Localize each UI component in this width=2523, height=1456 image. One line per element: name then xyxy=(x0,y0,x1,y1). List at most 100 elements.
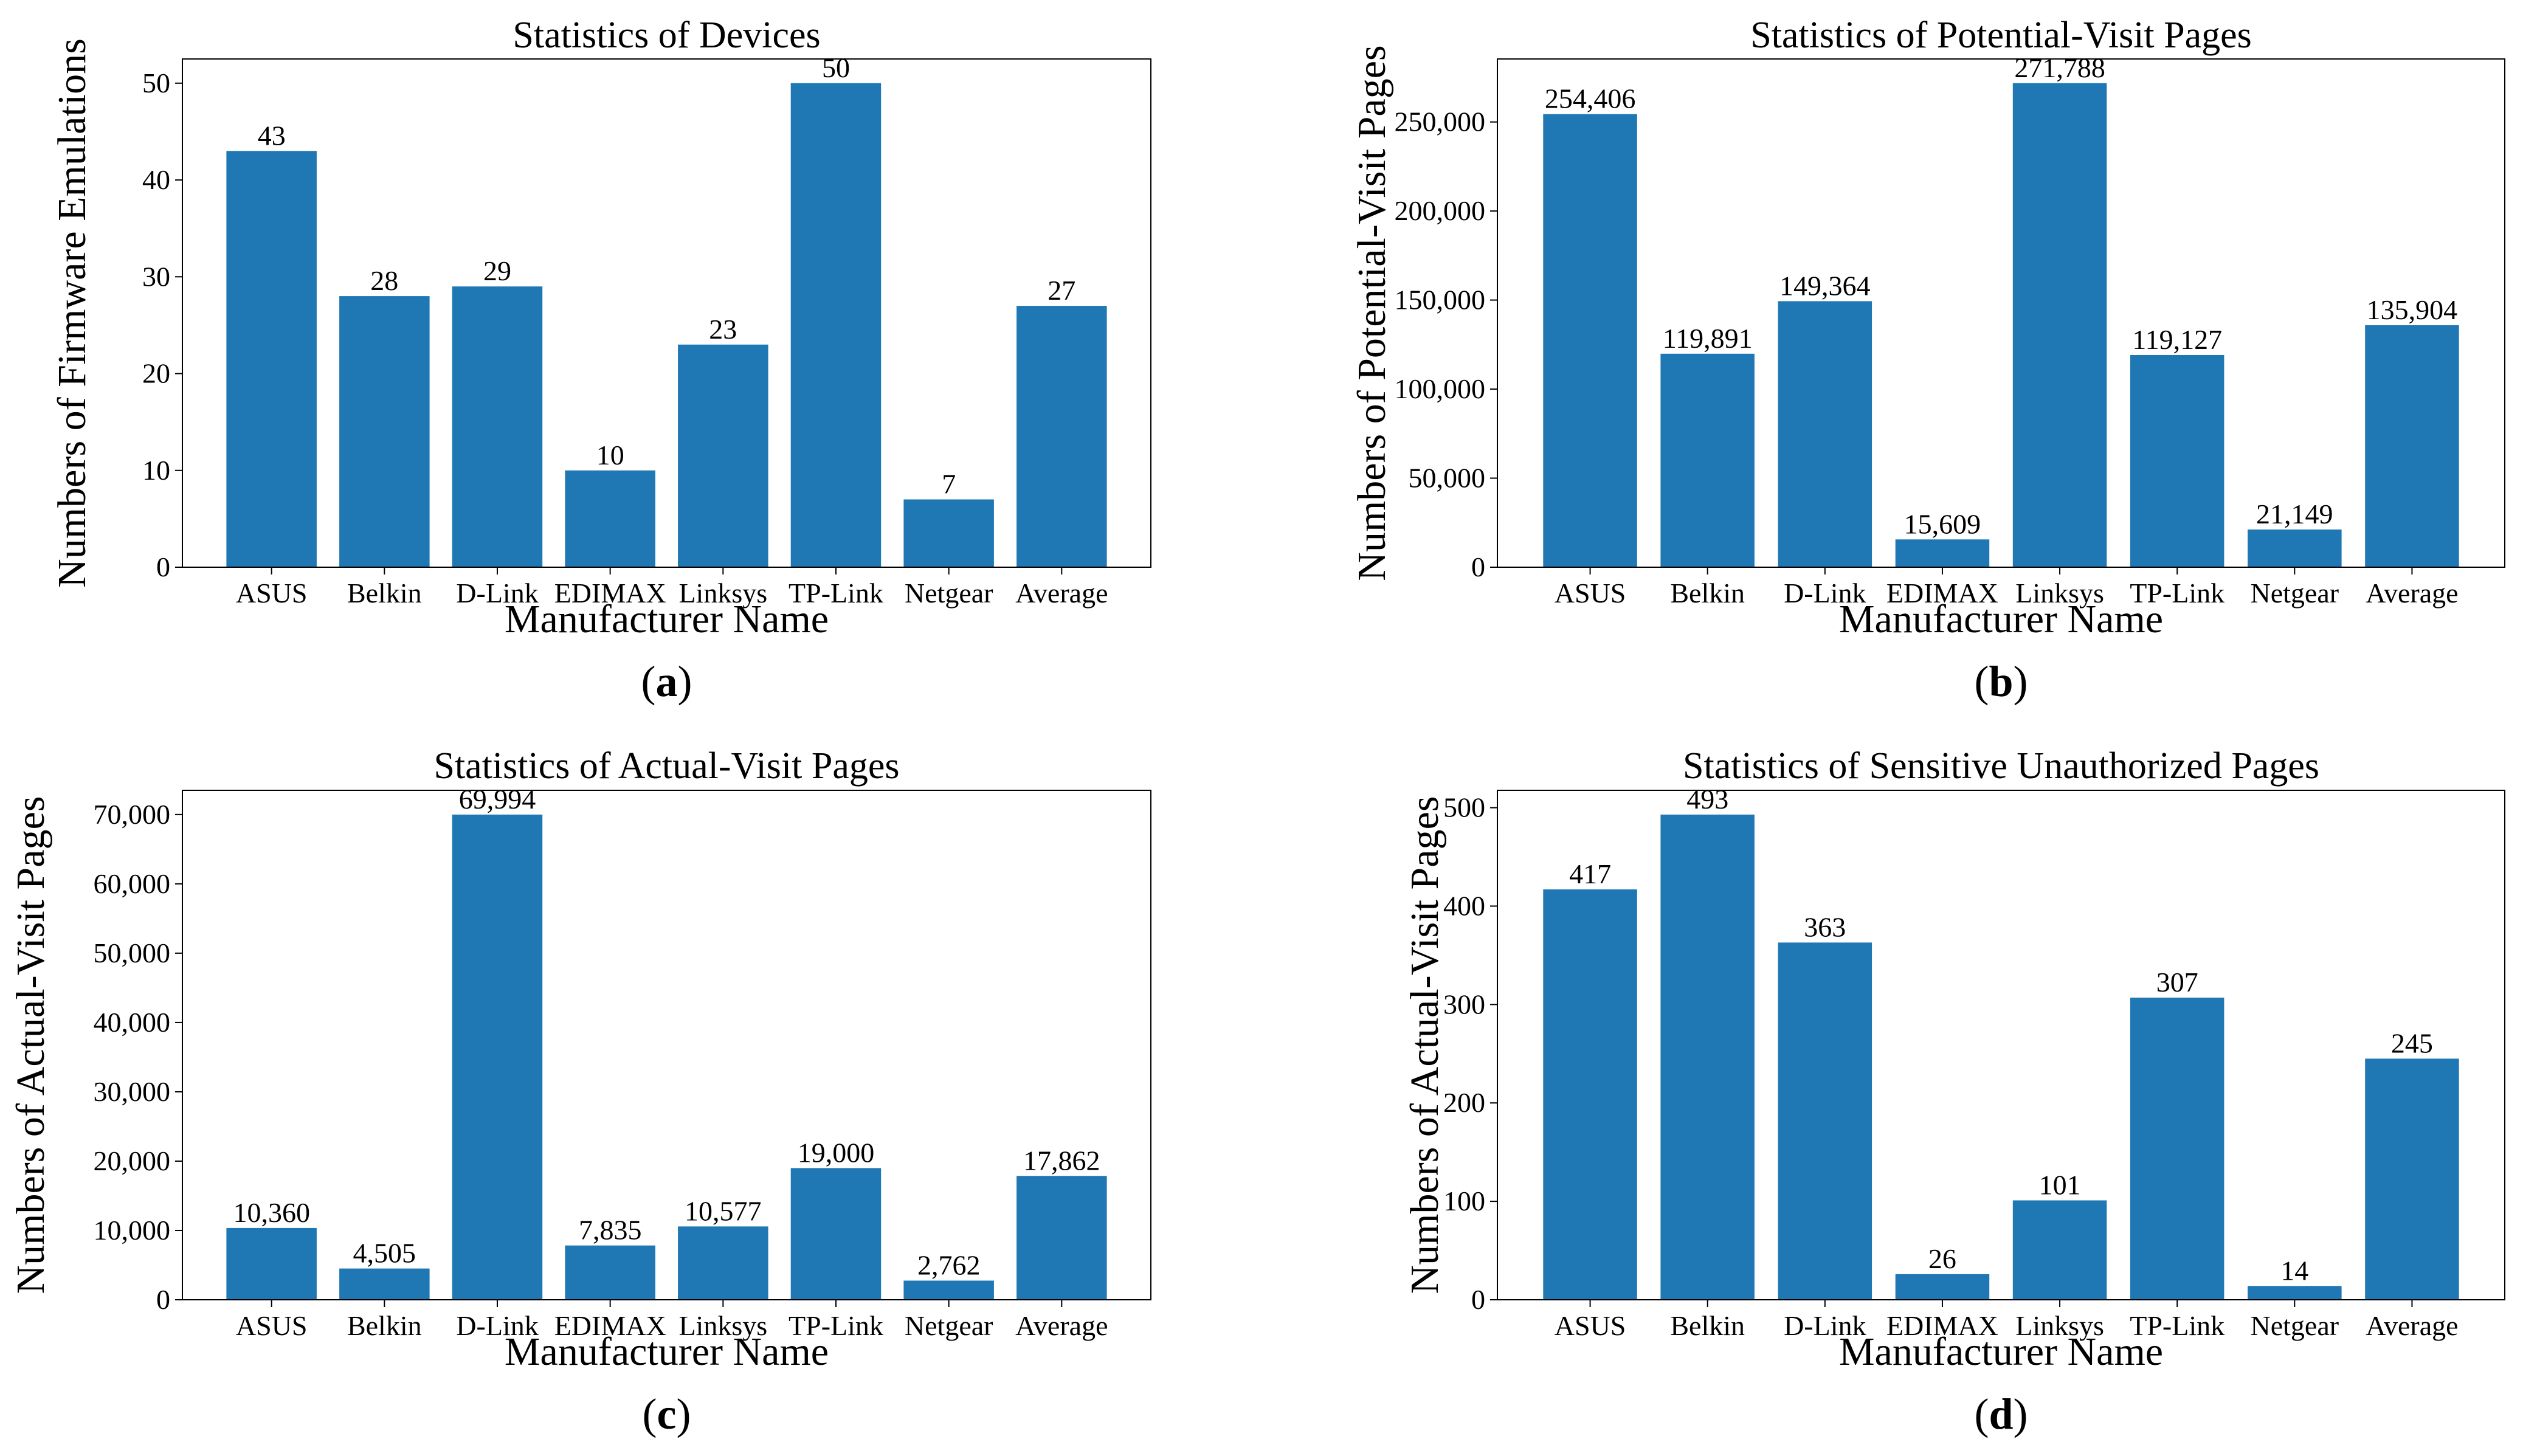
plot-frame xyxy=(1497,790,2505,1300)
value-label: 245 xyxy=(2391,1027,2433,1058)
y-tick-label: 0 xyxy=(1471,551,1485,582)
bar-asus xyxy=(226,1227,317,1300)
value-label: 254,406 xyxy=(1545,83,1636,114)
y-tick-label: 40,000 xyxy=(94,1007,171,1038)
x-axis-label: Manufacturer Name xyxy=(505,597,829,641)
panel-label: (c) xyxy=(643,1390,691,1438)
bar-linksys xyxy=(678,344,768,567)
bar-average xyxy=(2365,325,2459,567)
x-tick-label: Netgear xyxy=(905,1310,993,1341)
y-tick-label: 150,000 xyxy=(1395,285,1486,316)
bar-asus xyxy=(226,151,317,568)
y-axis-label: Numbers of Actual-Visit Pages xyxy=(1403,796,1447,1294)
value-label: 17,862 xyxy=(1023,1145,1100,1176)
chart-title: Statistics of Potential-Visit Pages xyxy=(1750,15,2252,56)
y-tick-label: 20 xyxy=(142,358,170,389)
x-tick-label: ASUS xyxy=(1555,578,1626,609)
panel-label-open: ( xyxy=(643,1390,657,1438)
bar-d-link xyxy=(452,814,543,1300)
panel-label-close: ) xyxy=(678,657,692,706)
value-label: 271,788 xyxy=(2014,52,2105,83)
panel-label-close: ) xyxy=(2014,1390,2028,1438)
x-tick-label: Linksys xyxy=(678,578,767,609)
bar-belkin xyxy=(1660,814,1755,1300)
bar-linksys xyxy=(2012,1200,2107,1300)
x-tick-label: D-Link xyxy=(1784,578,1866,609)
bar-asus xyxy=(1543,114,1637,567)
chart-title: Statistics of Actual-Visit Pages xyxy=(433,745,899,787)
value-label: 19,000 xyxy=(798,1137,875,1168)
x-tick-label: TP-Link xyxy=(2130,578,2224,609)
bar-average xyxy=(2365,1058,2459,1300)
y-axis-label: Numbers of Potential-Visit Pages xyxy=(1350,45,1394,581)
chart-panel-b: 254,406 119,891 149,364 15,609 271,788 119,12… xyxy=(1350,15,2505,706)
chart-panel-c: 10,360 4,505 69,994 7,835 10,577 19,000 2,762 1… xyxy=(9,745,1151,1438)
bar-edimax xyxy=(1895,539,1990,567)
x-tick-label: Netgear xyxy=(905,578,993,609)
bar-average xyxy=(1016,1176,1107,1300)
y-tick-label: 0 xyxy=(1471,1284,1485,1315)
x-tick-label: Linksys xyxy=(2015,1310,2104,1341)
x-axis-label: Manufacturer Name xyxy=(1839,1330,2163,1374)
y-tick-label: 0 xyxy=(156,551,170,582)
y-tick-label: 30,000 xyxy=(94,1076,171,1107)
x-tick-label: Netgear xyxy=(2251,578,2339,609)
y-tick-label: 70,000 xyxy=(94,799,171,830)
y-tick-label: 50,000 xyxy=(94,937,171,968)
x-tick-label: TP-Link xyxy=(2130,1310,2224,1341)
y-tick-label: 0 xyxy=(156,1284,170,1315)
value-label: 4,505 xyxy=(353,1238,416,1269)
panel-label-letter: d xyxy=(1989,1390,2013,1438)
value-label: 23 xyxy=(709,314,737,345)
bar-average xyxy=(1016,306,1107,567)
plot-frame xyxy=(1497,58,2505,568)
x-tick-label: D-Link xyxy=(456,578,538,609)
bar-d-link xyxy=(452,286,543,567)
y-tick-label: 60,000 xyxy=(94,868,171,899)
x-axis-label: Manufacturer Name xyxy=(505,1330,829,1374)
value-label: 14 xyxy=(2280,1255,2308,1286)
plot-frame xyxy=(182,790,1151,1300)
y-axis-label: Numbers of Actual-Visit Pages xyxy=(9,796,53,1294)
chart-panel-a: 43 28 29 10 23 50 7 27 0 10 20 30 40 50 ASUS Belkin D-Li… xyxy=(50,15,1151,706)
x-tick-label: Average xyxy=(1015,1310,1108,1341)
bar-d-link xyxy=(1778,942,1872,1300)
y-tick-label: 400 xyxy=(1443,891,1485,922)
value-label: 363 xyxy=(1804,911,1846,942)
value-label: 15,609 xyxy=(1904,508,1981,539)
value-label: 7,835 xyxy=(579,1215,642,1246)
x-tick-label: Linksys xyxy=(2015,578,2104,609)
value-label: 21,149 xyxy=(2256,499,2333,530)
value-label: 50 xyxy=(822,52,850,83)
x-tick-label: Belkin xyxy=(347,1310,422,1341)
x-tick-label: EDIMAX xyxy=(554,578,666,609)
y-tick-label: 100 xyxy=(1443,1185,1485,1216)
value-label: 101 xyxy=(2039,1170,2081,1201)
y-tick-label: 200 xyxy=(1443,1087,1485,1118)
value-label: 29 xyxy=(483,255,511,286)
panel-label-letter: c xyxy=(657,1390,677,1438)
value-label: 119,127 xyxy=(2132,324,2222,355)
value-label: 27 xyxy=(1048,275,1075,306)
x-tick-label: TP-Link xyxy=(789,578,883,609)
chart-title: Statistics of Sensitive Unauthorized Pag… xyxy=(1683,745,2319,787)
bar-linksys xyxy=(678,1226,768,1300)
panel-label-close: ) xyxy=(2014,657,2028,706)
bar-netgear xyxy=(2248,1286,2342,1300)
value-label: 10,360 xyxy=(233,1197,310,1228)
value-label: 69,994 xyxy=(459,784,536,815)
bar-edimax xyxy=(1895,1274,1990,1300)
x-axis-label: Manufacturer Name xyxy=(1839,597,2163,641)
y-tick-label: 500 xyxy=(1443,792,1485,823)
bar-netgear xyxy=(903,1280,994,1300)
panel-label: (d) xyxy=(1974,1390,2028,1438)
plot-frame xyxy=(182,58,1151,568)
bar-belkin xyxy=(339,1268,430,1300)
y-tick-label: 10 xyxy=(142,455,170,486)
panel-label-open: ( xyxy=(1974,1390,1989,1438)
y-tick-label: 20,000 xyxy=(94,1145,171,1176)
bar-belkin xyxy=(339,296,430,567)
bar-edimax xyxy=(565,470,655,567)
x-tick-label: Linksys xyxy=(678,1310,767,1341)
